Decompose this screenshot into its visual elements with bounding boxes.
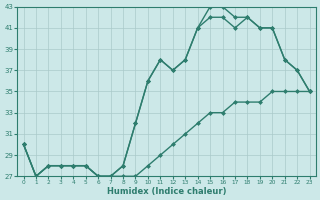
X-axis label: Humidex (Indice chaleur): Humidex (Indice chaleur) [107,187,226,196]
